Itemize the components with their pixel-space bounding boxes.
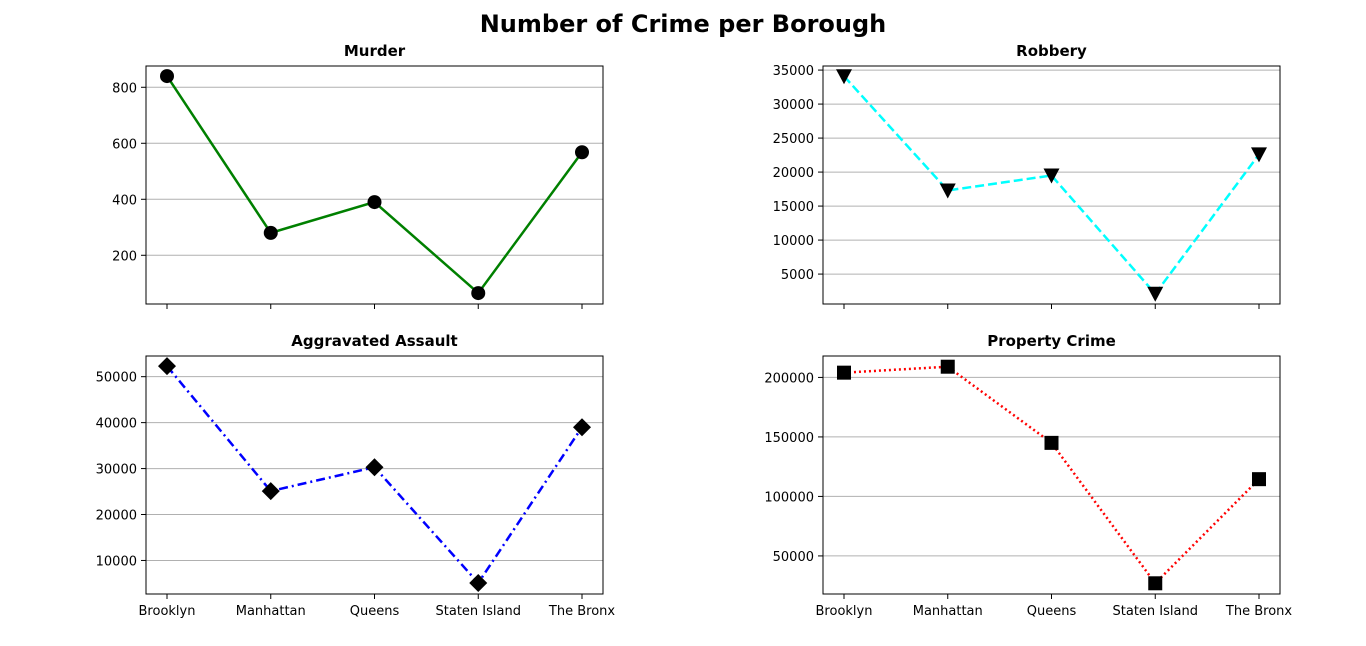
data-point-manhattan [263, 225, 278, 240]
subplot-murder: 200 400 600 800 Murder [112, 42, 604, 309]
data-point-queens [367, 195, 382, 210]
y-tick-label: 35000 [773, 64, 814, 79]
y-tick-label: 600 [112, 137, 137, 152]
y-tick-label: 150000 [764, 431, 814, 446]
data-point-brooklyn [836, 69, 852, 85]
data-point-the-bronx [1251, 147, 1267, 163]
figure-title: Number of Crime per Borough [480, 10, 887, 38]
y-tick-label: 50000 [96, 371, 137, 386]
y-tick-label: 10000 [96, 554, 137, 569]
x-tick-label: Staten Island [436, 604, 521, 619]
data-point-brooklyn [160, 69, 174, 84]
y-tick-label: 30000 [773, 98, 814, 113]
y-tick-label: 50000 [773, 550, 814, 565]
x-tick-label: Brooklyn [816, 604, 873, 619]
axes-frame [145, 65, 604, 305]
y-tick-label: 20000 [773, 166, 814, 181]
subplot-aggravated-assault: 10000 20000 30000 40000 50000 Brooklyn Manhatt… [96, 332, 616, 619]
y-tick-label: 40000 [96, 417, 137, 432]
axes-frame [822, 65, 1281, 305]
data-point-brooklyn [837, 365, 851, 380]
subplot-title: Robbery [1016, 42, 1087, 60]
data-point-manhattan [940, 359, 955, 374]
y-tick-label: 20000 [96, 509, 137, 524]
axes-frame [145, 355, 604, 595]
data-point-staten-island [471, 286, 486, 301]
y-tick-label: 5000 [781, 268, 814, 283]
y-tick-label: 15000 [773, 200, 814, 215]
subplot-title: Aggravated Assault [291, 332, 457, 350]
data-point-queens [1043, 168, 1060, 184]
x-tick-label: The Bronx [1225, 604, 1292, 619]
y-tick-label: 100000 [764, 490, 814, 505]
x-tick-label: The Bronx [548, 604, 615, 619]
y-tick-label: 800 [112, 81, 137, 96]
y-tick-label: 25000 [773, 132, 814, 147]
x-tick-label: Manhattan [913, 604, 983, 619]
data-point-queens [365, 458, 384, 477]
subplot-property-crime: 50000 100000 150000 200000 Brooklyn Manhattan… [764, 332, 1292, 619]
x-tick-label: Staten Island [1113, 604, 1198, 619]
y-tick-label: 200 [112, 249, 137, 264]
y-tick-label: 30000 [96, 463, 137, 478]
y-tick-label: 200000 [764, 371, 814, 386]
subplot-title: Murder [344, 42, 406, 60]
series-line-robbery [843, 75, 1261, 296]
x-tick-label: Brooklyn [139, 604, 196, 619]
axes-frame [822, 355, 1281, 595]
data-point-the-bronx [573, 418, 591, 437]
data-point-staten-island [1147, 286, 1164, 302]
data-point-staten-island [469, 573, 488, 592]
data-point-staten-island [1148, 576, 1163, 591]
data-point-manhattan [939, 183, 956, 199]
x-tick-label: Manhattan [236, 604, 306, 619]
data-point-the-bronx [575, 145, 589, 160]
data-point-brooklyn [158, 357, 176, 376]
data-point-the-bronx [1252, 472, 1266, 487]
series-line-property-crime [843, 365, 1260, 586]
x-tick-label: Queens [350, 604, 400, 619]
data-point-manhattan [261, 482, 280, 501]
y-tick-label: 10000 [773, 234, 814, 249]
subplot-robbery: 5000 10000 15000 20000 25000 30000 35000 Robber… [773, 42, 1281, 309]
subplots-container: 200 400 600 800 Murder 5000 10000 15000 20000 250… [96, 42, 1293, 619]
y-tick-label: 400 [112, 193, 137, 208]
x-tick-label: Queens [1027, 604, 1077, 619]
subplot-title: Property Crime [987, 332, 1116, 350]
data-point-queens [1044, 435, 1059, 450]
